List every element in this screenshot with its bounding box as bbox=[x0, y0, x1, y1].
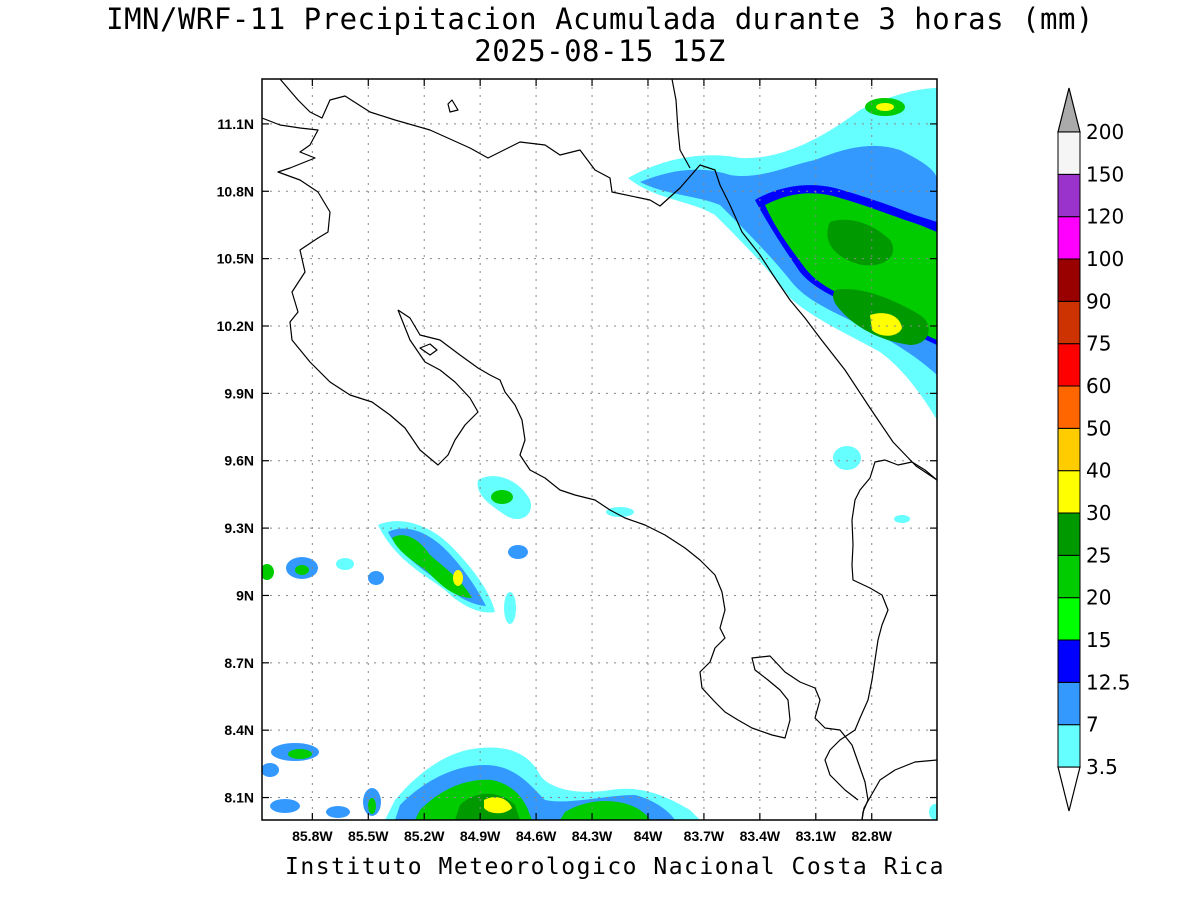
precip-cell-west-3 bbox=[336, 558, 354, 570]
coastline-nicaragua-lake-shore bbox=[279, 79, 937, 481]
colorbar-swatch bbox=[1057, 597, 1081, 641]
colorbar-label: 30 bbox=[1086, 501, 1111, 525]
lon-tick-label: 84.3W bbox=[572, 828, 613, 844]
coastline-osa bbox=[861, 759, 937, 820]
colorbar-label: 12.5 bbox=[1086, 670, 1131, 694]
colorbar-swatch bbox=[1057, 258, 1081, 302]
precip-cell-sw-5 bbox=[326, 806, 350, 818]
precip-band-ne-darkgreen bbox=[827, 219, 894, 266]
colorbar-label: 3.5 bbox=[1086, 755, 1118, 779]
precip-cell-sw-4 bbox=[270, 799, 300, 813]
lon-tick-label: 84.9W bbox=[460, 828, 501, 844]
precip-cell-sw-2 bbox=[262, 763, 279, 777]
lat-tick-label: 10.2N bbox=[217, 318, 254, 334]
map-title: IMN/WRF-11 Precipitacion Acumulada duran… bbox=[106, 2, 1094, 36]
map-grid bbox=[262, 79, 937, 820]
lon-tick-label: 82.8W bbox=[852, 828, 893, 844]
precip-cell-east-small bbox=[894, 515, 910, 523]
precip-cell-south-yellow bbox=[484, 797, 512, 814]
colorbar-swatch bbox=[1057, 300, 1081, 345]
colorbar-swatch bbox=[1057, 385, 1081, 429]
colorbar-label: 50 bbox=[1086, 416, 1111, 440]
coastline-nicoya-gulf bbox=[397, 309, 869, 820]
colorbar-label: 90 bbox=[1086, 289, 1111, 313]
lat-tick-label: 8.4N bbox=[224, 722, 254, 738]
colorbar-swatch bbox=[1057, 427, 1081, 472]
colorbar-swatch bbox=[1057, 131, 1081, 175]
lat-tick-label: 9.3N bbox=[224, 520, 254, 536]
colorbar-label: 25 bbox=[1086, 543, 1111, 567]
island-lake bbox=[447, 99, 459, 113]
lon-tick-label: 83.1W bbox=[796, 828, 837, 844]
footer-credit: Instituto Meteorologico Nacional Costa R… bbox=[285, 854, 945, 880]
coastline-pacific-north bbox=[262, 117, 479, 466]
precip-band-south-green-east bbox=[560, 800, 650, 820]
island-nicoya bbox=[419, 343, 438, 356]
colorbar-label: 20 bbox=[1086, 586, 1111, 610]
colorbar-swatch bbox=[1057, 343, 1081, 387]
lon-tick-label: 85.5W bbox=[348, 828, 389, 844]
precip-cell-west-4 bbox=[368, 571, 384, 585]
precip-cell-central-1-core bbox=[491, 490, 513, 504]
map-frame bbox=[261, 78, 938, 821]
colorbar-swatch bbox=[1057, 724, 1081, 768]
precip-cell-central-yellow bbox=[453, 570, 463, 586]
colorbar-label: 40 bbox=[1086, 459, 1111, 483]
colorbar-swatch bbox=[1057, 173, 1081, 218]
colorbar-label: 7 bbox=[1086, 713, 1099, 737]
precip-cell-sw-3-core bbox=[368, 798, 376, 814]
precip-cell-caribbean-coast bbox=[833, 446, 861, 470]
colorbar-max-cap bbox=[1057, 87, 1081, 133]
colorbar-label: 75 bbox=[1086, 332, 1111, 356]
lon-tick-label: 85.2W bbox=[404, 828, 445, 844]
precip-cell-west-2 bbox=[262, 564, 274, 580]
precipitation-field bbox=[262, 88, 937, 820]
colorbar-swatch bbox=[1057, 639, 1081, 683]
precip-cell-mid-small bbox=[606, 507, 634, 517]
colorbar-label: 200 bbox=[1086, 120, 1124, 144]
colorbar-label: 60 bbox=[1086, 374, 1111, 398]
colorbar: 3.5 7 12.5 15 20 25 30 40 50 60 75 90 100 120 150 200 bbox=[1057, 87, 1131, 812]
colorbar-label: 15 bbox=[1086, 628, 1111, 652]
colorbar-swatch bbox=[1057, 470, 1081, 514]
precip-cell-central-2 bbox=[508, 545, 528, 559]
lat-tick-label: 8.1N bbox=[224, 790, 254, 806]
map-subtitle: 2025-08-15 15Z bbox=[474, 34, 726, 68]
precip-cell-se-edge bbox=[929, 804, 937, 820]
lon-tick-label: 83.7W bbox=[684, 828, 725, 844]
longitude-ticks: 85.8W 85.5W 85.2W 84.9W 84.6W 84.3W 84W 83.7W 83… bbox=[292, 79, 893, 844]
lon-tick-label: 83.4W bbox=[740, 828, 781, 844]
coastlines bbox=[262, 79, 937, 820]
border-panama bbox=[824, 459, 937, 801]
coastline-nicaragua-caribbean bbox=[671, 79, 691, 169]
lat-tick-label: 11.1N bbox=[217, 116, 254, 132]
precip-cell-west-1-core bbox=[295, 565, 309, 575]
precip-band-central-green bbox=[392, 535, 472, 598]
precip-cell-central-3 bbox=[504, 592, 516, 624]
latitude-ticks: 11.1N 10.8N 10.5N 10.2N 9.9N 9.6N 9.3N 9N 8.7N 8.… bbox=[217, 116, 937, 806]
colorbar-label: 120 bbox=[1086, 205, 1124, 229]
colorbar-label: 100 bbox=[1086, 247, 1124, 271]
colorbar-swatch bbox=[1057, 681, 1081, 726]
colorbar-swatch bbox=[1057, 216, 1081, 260]
lat-tick-label: 9.9N bbox=[224, 385, 254, 401]
lat-tick-label: 10.8N bbox=[217, 183, 254, 199]
colorbar-swatch bbox=[1057, 512, 1081, 556]
colorbar-swatch bbox=[1057, 554, 1081, 599]
colorbar-label: 150 bbox=[1086, 162, 1124, 186]
colorbar-min-cap bbox=[1057, 766, 1081, 812]
precip-cell-sw-1-core bbox=[288, 749, 312, 759]
lat-tick-label: 8.7N bbox=[224, 655, 254, 671]
lon-tick-label: 85.8W bbox=[292, 828, 333, 844]
lat-tick-label: 9.6N bbox=[224, 453, 254, 469]
lat-tick-label: 10.5N bbox=[217, 251, 254, 267]
lon-tick-label: 84.6W bbox=[516, 828, 557, 844]
precip-cell-yellow-ne bbox=[870, 313, 902, 336]
precip-cell-top-right-core bbox=[876, 103, 894, 111]
lon-tick-label: 84W bbox=[634, 828, 664, 844]
lat-tick-label: 9N bbox=[236, 587, 254, 603]
